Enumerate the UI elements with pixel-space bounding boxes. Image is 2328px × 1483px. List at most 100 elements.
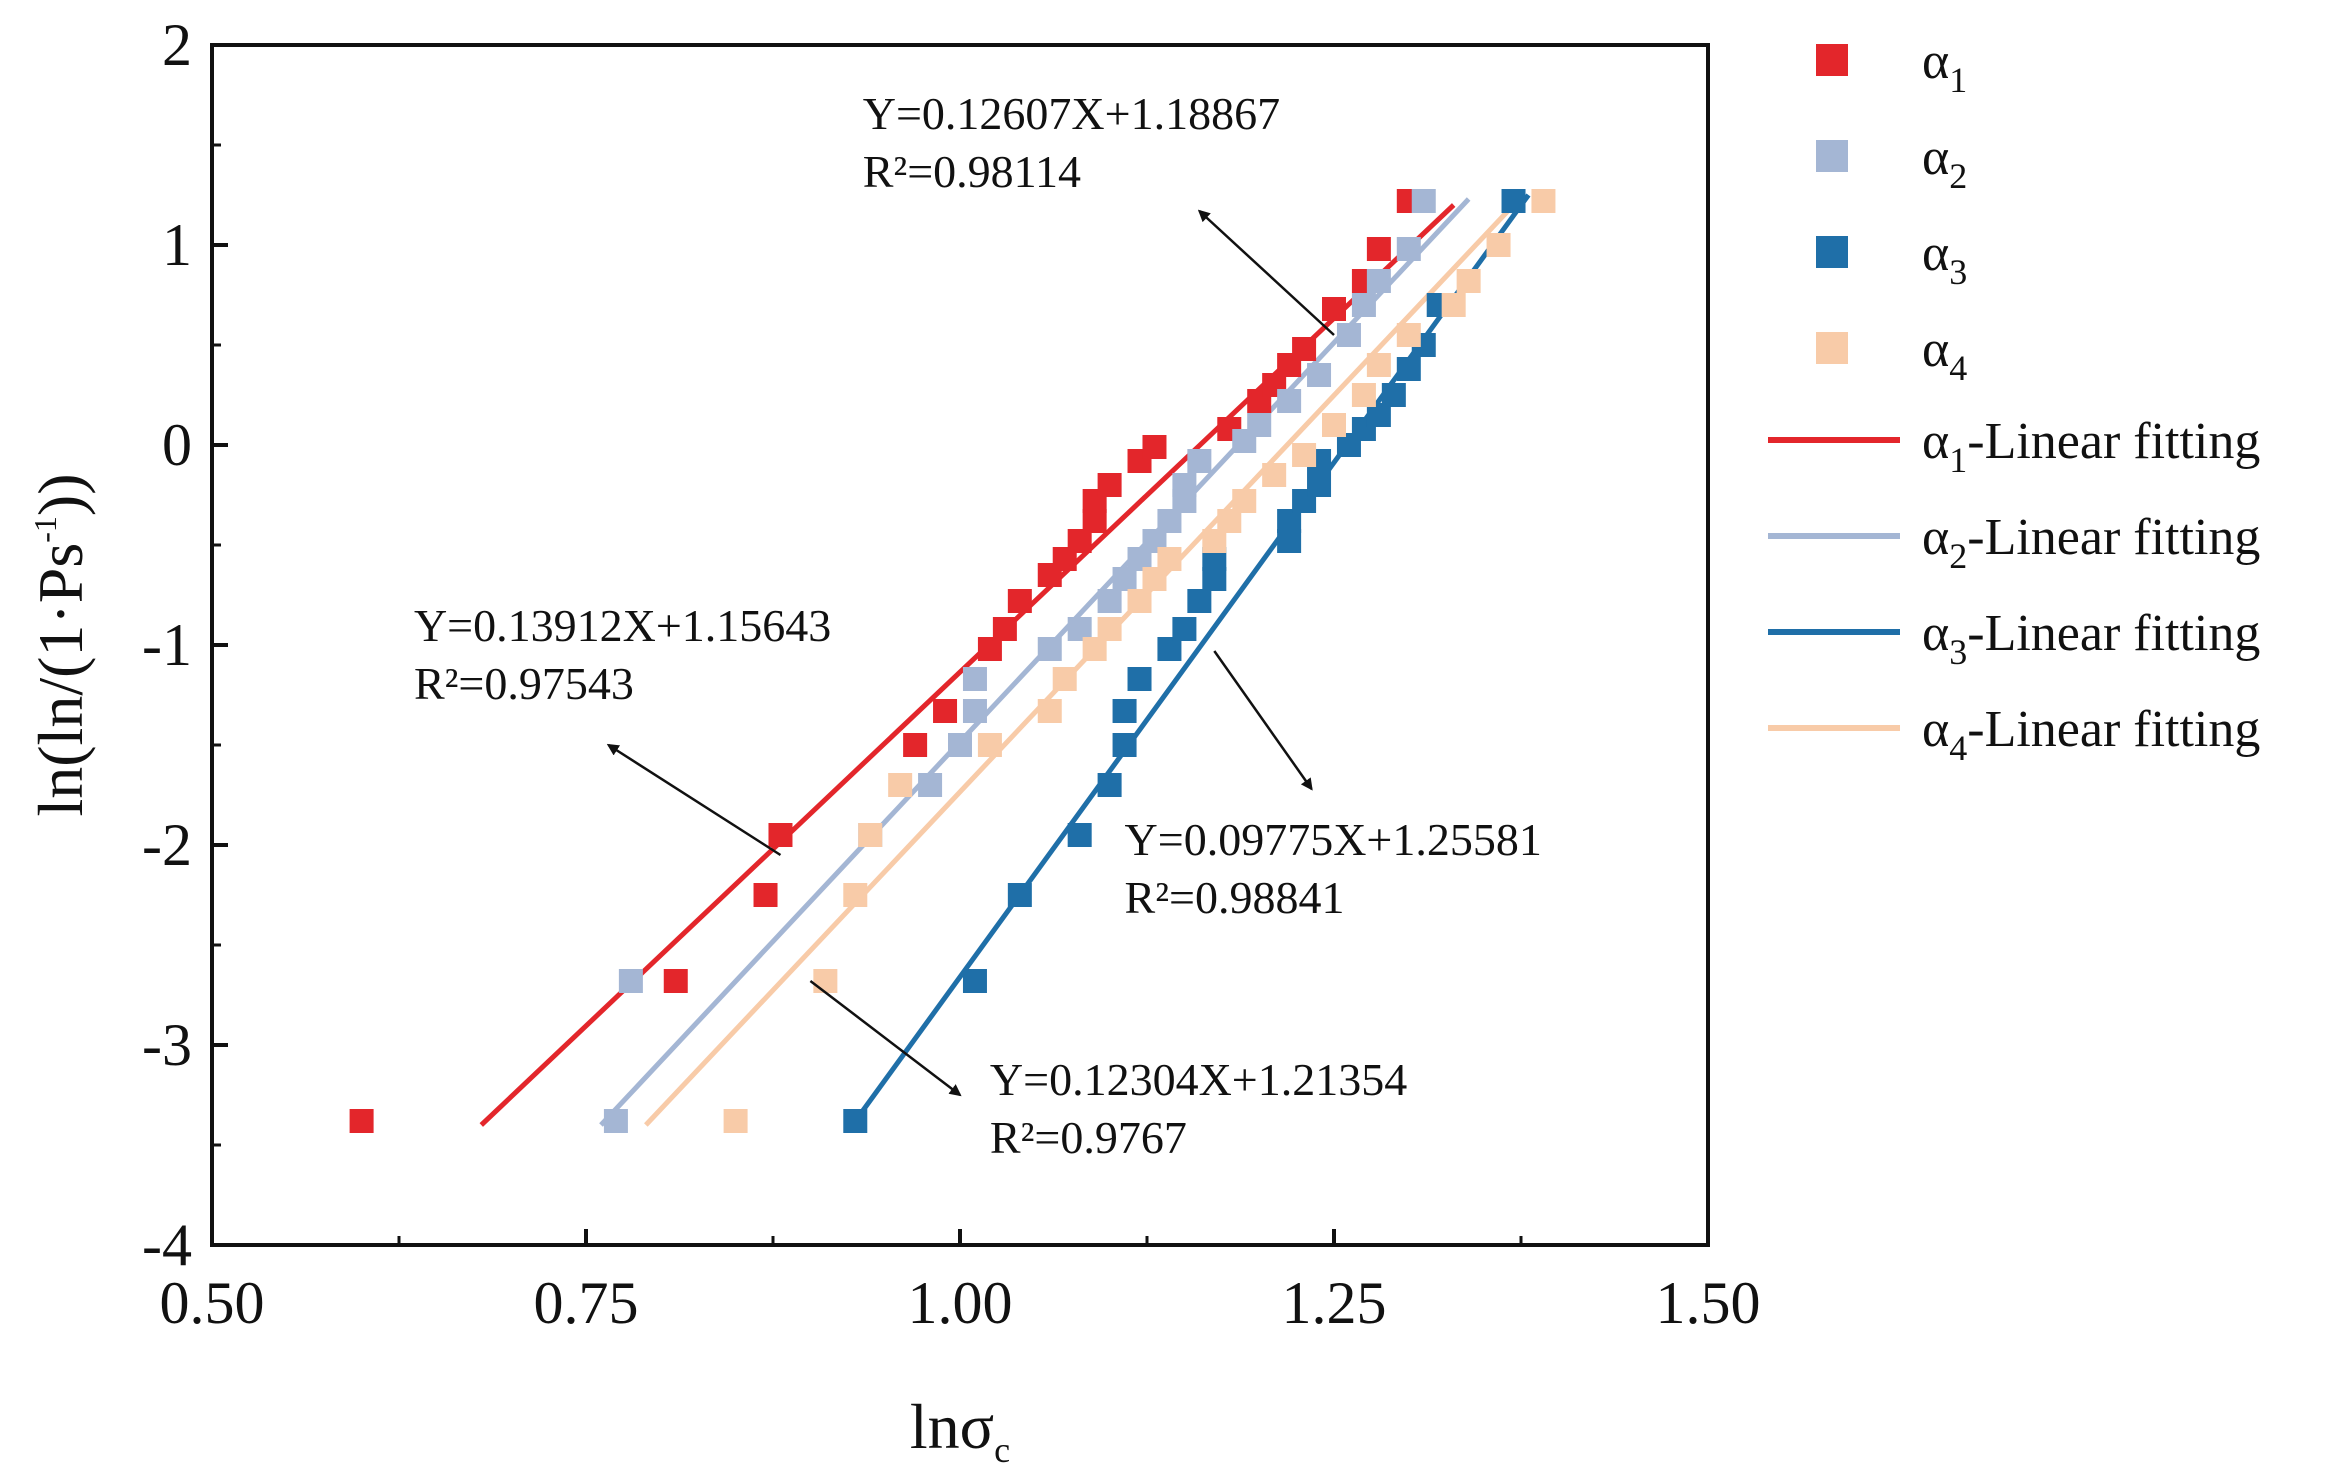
point-s3-4 <box>1067 823 1092 847</box>
point-s3-11 <box>1187 589 1212 613</box>
x-tick-label-3: 1.00 <box>908 1270 1013 1336</box>
annotation-r2-2: R²=0.97543 <box>414 658 634 709</box>
point-s1-2 <box>663 969 688 993</box>
point-s4-25 <box>1486 233 1511 257</box>
point-s4-7 <box>1037 699 1062 723</box>
point-s3-26 <box>1501 189 1526 213</box>
point-s1-1 <box>349 1109 374 1133</box>
legend-line-label-1: α1-Linear fitting <box>1922 413 2260 480</box>
point-s4-20 <box>1351 383 1376 407</box>
annotation-equation-4: Y=0.12304X+1.21354 <box>990 1054 1407 1105</box>
y-tick-label-1: 2 <box>162 12 192 78</box>
point-s1-22 <box>1292 337 1317 361</box>
point-s2-25 <box>1396 237 1421 261</box>
y-tick-label-4: -1 <box>142 612 192 678</box>
legend-line-label-4: α4-Linear fitting <box>1922 701 2260 768</box>
point-s3-6 <box>1112 733 1137 757</box>
point-s4-4 <box>858 823 883 847</box>
y-axis-title: ln(ln/(1·Ps-1)) <box>25 473 96 816</box>
annotation-arrow-1 <box>1197 209 1335 336</box>
point-s3-5 <box>1097 773 1122 797</box>
x-tick-label-1: 0.50 <box>160 1270 265 1336</box>
legend-marker-1 <box>1816 44 1848 76</box>
point-s2-16 <box>1172 473 1197 497</box>
y-tick-label-7: -4 <box>142 1212 192 1278</box>
point-s3-7 <box>1112 699 1137 723</box>
annotation-r2-3: R²=0.98841 <box>1125 872 1345 923</box>
legend-marker-label-2: α2 <box>1922 129 1967 196</box>
point-s4-17 <box>1262 463 1287 487</box>
point-s4-24 <box>1456 269 1481 293</box>
point-s4-1 <box>723 1109 748 1133</box>
annotation-arrow-2 <box>606 743 782 857</box>
point-s2-4 <box>918 773 943 797</box>
point-s4-16 <box>1232 489 1257 513</box>
point-s3-10 <box>1172 617 1197 641</box>
legend-marker-label-3: α3 <box>1922 225 1967 292</box>
point-s4-3 <box>843 883 868 907</box>
point-s2-10 <box>1097 589 1122 613</box>
point-s1-3 <box>753 883 778 907</box>
point-s2-22 <box>1336 323 1361 347</box>
point-s2-7 <box>962 667 987 691</box>
legend-marker-label-1: α1 <box>1922 33 1967 100</box>
point-s4-6 <box>977 733 1002 757</box>
legend-marker-2 <box>1816 140 1848 172</box>
y-tick-label-2: 1 <box>162 212 192 278</box>
point-s2-1 <box>603 1109 628 1133</box>
x-tick-label-2: 0.75 <box>534 1270 639 1336</box>
fit-line-2 <box>599 197 1471 1127</box>
point-s2-19 <box>1247 413 1272 437</box>
point-s1-5 <box>903 733 928 757</box>
legend-line-label-2: α2-Linear fitting <box>1922 509 2260 576</box>
x-tick-label-4: 1.25 <box>1282 1270 1387 1336</box>
point-s4-10 <box>1097 617 1122 641</box>
point-s4-26 <box>1531 189 1556 213</box>
y-tick-label-6: -3 <box>142 1012 192 1078</box>
point-s3-8 <box>1127 667 1152 691</box>
axes: 0.50 0.75 1.00 1.25 1.50 2 1 0 -1 -2 -3 -4 lnσc ln(ln… <box>25 12 1761 1470</box>
x-axis-title: lnσc <box>910 1391 1010 1470</box>
annotation-equation-3: Y=0.09775X+1.25581 <box>1125 814 1542 865</box>
point-s1-8 <box>992 617 1017 641</box>
legend-marker-3 <box>1816 236 1848 268</box>
point-s2-26 <box>1411 189 1436 213</box>
annotation-r2-4: R²=0.9767 <box>990 1112 1187 1163</box>
point-s4-2 <box>813 969 838 993</box>
point-s4-18 <box>1292 443 1317 467</box>
point-s2-23 <box>1351 293 1376 317</box>
annotation-arrow-4 <box>809 980 962 1097</box>
annotation-r2-1: R²=0.98114 <box>863 146 1081 197</box>
legend-marker-4 <box>1816 332 1848 364</box>
legend-line-label-3: α3-Linear fitting <box>1922 605 2260 672</box>
x-tick-label-5: 1.50 <box>1656 1270 1761 1336</box>
annotation-equation-2: Y=0.13912X+1.15643 <box>414 600 831 651</box>
legend-marker-label-4: α4 <box>1922 321 1967 388</box>
point-s2-5 <box>948 733 972 757</box>
point-s1-17 <box>1142 435 1167 459</box>
fit-line-4 <box>644 203 1516 1127</box>
point-s4-21 <box>1366 353 1391 377</box>
point-s3-17 <box>1307 473 1332 497</box>
point-s1-15 <box>1097 473 1122 497</box>
point-s4-5 <box>888 773 913 797</box>
point-s3-3 <box>1007 883 1032 907</box>
point-s1-23 <box>1322 297 1346 321</box>
point-s4-11 <box>1127 589 1152 613</box>
legend: α1 α2 α3 α4 α1-Linear fitting α2-Linear fitti… <box>1768 33 2260 768</box>
point-s4-13 <box>1157 547 1182 571</box>
point-s2-2 <box>618 969 643 993</box>
point-s3-22 <box>1381 383 1406 407</box>
plot-area <box>349 189 1556 1133</box>
annotation-equation-1: Y=0.12607X+1.18867 <box>863 88 1280 139</box>
point-s2-6 <box>962 699 987 723</box>
y-tick-label-5: -2 <box>142 812 192 878</box>
point-s1-25 <box>1366 237 1391 261</box>
point-s3-23 <box>1396 357 1421 381</box>
point-s2-17 <box>1187 449 1212 473</box>
point-s2-24 <box>1366 269 1391 293</box>
point-s2-8 <box>1037 637 1062 661</box>
y-tick-label-3: 0 <box>162 412 192 478</box>
point-s4-8 <box>1052 667 1077 691</box>
